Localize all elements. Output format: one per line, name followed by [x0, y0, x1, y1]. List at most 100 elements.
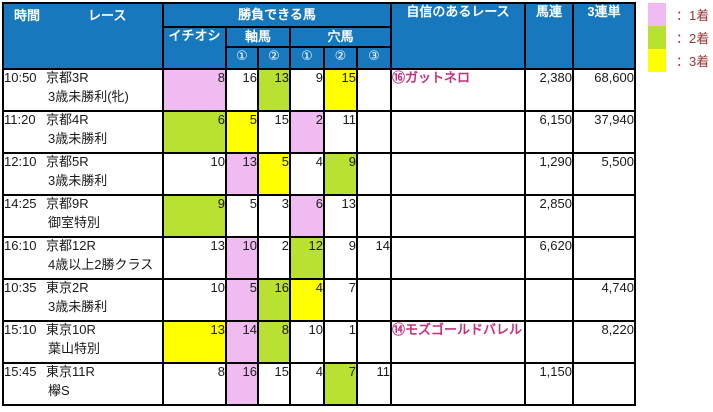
race-name: 東京2R	[46, 280, 89, 295]
legend-label: ：3着	[676, 54, 710, 69]
col-header-time-race: 時間 レース	[2, 2, 164, 70]
col-header-sanrentan: 3連単	[572, 2, 636, 70]
umaren-payout-cell: 6,150	[524, 110, 574, 154]
legend-label: ：1着	[676, 8, 710, 23]
race-time-name: 14:25 京都9R	[4, 196, 161, 213]
ana-cell-3: 14	[356, 236, 392, 280]
race-time: 12:10	[4, 154, 37, 169]
jiku-cell-2: 5	[257, 152, 291, 196]
confidence-race-cell	[390, 236, 526, 280]
jiku-cell-1: 13	[225, 152, 259, 196]
race-table-body: 10:50 京都3R 3歳未勝利(牝) 8 16 13 9 15 ⑯ガットネロ 2,380 68,6…	[2, 68, 636, 406]
race-time: 10:50	[4, 70, 37, 85]
jiku-cell-1: 5	[225, 278, 259, 322]
race-name: 東京10R	[46, 322, 96, 337]
ana-cell-2: 1	[323, 320, 358, 364]
table-header: 時間 レース 勝負できる馬 自信のあるレース 馬連 3連単 イチオシ 軸馬 穴馬…	[2, 2, 636, 70]
jiku-cell-1: 5	[225, 194, 259, 238]
time-header-label: 時間	[14, 8, 41, 23]
ana-cell-2: 13	[323, 194, 358, 238]
time-race-cell: 14:25 京都9R 御室特別	[2, 194, 164, 238]
ana-cell-3	[356, 320, 392, 364]
sanrentan-payout-cell: 37,940	[572, 110, 636, 154]
ana-cell-1: 9	[289, 68, 325, 112]
race-condition: 3歳未勝利(牝)	[48, 88, 129, 104]
jiku-cell-1: 16	[225, 68, 259, 112]
umaren-payout-cell: 2,380	[524, 68, 574, 112]
race-time: 15:45	[4, 364, 37, 379]
race-time: 16:10	[4, 238, 37, 253]
race-time-name: 12:10 京都5R	[4, 154, 161, 171]
confidence-race-cell	[390, 152, 526, 196]
ana-cell-1: 4	[289, 152, 325, 196]
sanrentan-payout-cell	[572, 362, 636, 406]
jiku-cell-1: 14	[225, 320, 259, 364]
ana-cell-3	[356, 194, 392, 238]
legend-label: ：2着	[676, 31, 710, 46]
confidence-race-cell: ⑯ガットネロ	[390, 68, 526, 112]
race-time-name: 11:20 京都4R	[4, 112, 161, 129]
race-name: 京都4R	[46, 112, 89, 127]
col-header-umaren: 馬連	[524, 2, 574, 70]
race-time-name: 10:35 東京2R	[4, 280, 161, 297]
umaren-payout-cell	[524, 320, 574, 364]
jiku-cell-2: 15	[257, 110, 291, 154]
jiku-cell-1: 5	[225, 110, 259, 154]
race-name: 東京11R	[46, 364, 95, 379]
race-time: 11:20	[4, 112, 36, 127]
col-header-jiku-2: ②	[257, 46, 291, 70]
race-condition: 欅S	[48, 382, 70, 398]
race-time: 14:25	[4, 196, 37, 211]
ichioshi-cell: 10	[162, 278, 227, 322]
race-name: 京都3R	[46, 70, 89, 85]
ichioshi-cell: 10	[162, 152, 227, 196]
col-header-ana-3: ③	[356, 46, 392, 70]
race-condition: 御室特別	[48, 214, 101, 230]
jiku-cell-1: 10	[225, 236, 259, 280]
legend-item: ：3着	[648, 49, 709, 72]
race-time-name: 16:10 京都12R	[4, 238, 161, 255]
legend-item: ：1着	[648, 3, 709, 26]
col-header-ana-2: ②	[323, 46, 358, 70]
race-condition: 3歳未勝利	[48, 130, 108, 146]
legend-swatch-second	[648, 26, 666, 49]
confidence-race-cell	[390, 110, 526, 154]
race-time: 10:35	[4, 280, 37, 295]
race-condition: 葉山特別	[48, 340, 101, 356]
table-row: 11:20 京都4R 3歳未勝利 6 5 15 2 11 6,150 37,940	[2, 110, 636, 154]
ana-cell-1: 10	[289, 320, 325, 364]
ana-cell-1: 4	[289, 278, 325, 322]
col-header-ana: 穴馬	[289, 26, 392, 48]
col-header-confidence-race: 自信のあるレース	[390, 2, 526, 70]
ana-cell-2: 9	[323, 152, 358, 196]
jiku-cell-2: 3	[257, 194, 291, 238]
table-row: 15:45 東京11R 欅S 8 16 15 4 7 11 1,150	[2, 362, 636, 406]
race-time-name: 15:10 東京10R	[4, 322, 161, 339]
race-time-name: 10:50 京都3R	[4, 70, 161, 87]
ana-cell-3	[356, 110, 392, 154]
jiku-cell-2: 16	[257, 278, 291, 322]
ana-cell-1: 6	[289, 194, 325, 238]
time-race-cell: 10:50 京都3R 3歳未勝利(牝)	[2, 68, 164, 112]
time-race-cell: 16:10 京都12R 4歳以上2勝クラス	[2, 236, 164, 280]
table-row: 16:10 京都12R 4歳以上2勝クラス 13 10 2 12 9 14 6,620	[2, 236, 636, 280]
race-table: 時間 レース 勝負できる馬 自信のあるレース 馬連 3連単 イチオシ 軸馬 穴馬…	[2, 2, 636, 406]
col-header-jiku: 軸馬	[225, 26, 291, 48]
race-time: 15:10	[4, 322, 37, 337]
time-race-cell: 12:10 京都5R 3歳未勝利	[2, 152, 164, 196]
confidence-race-cell	[390, 194, 526, 238]
legend-swatch-first	[648, 3, 666, 26]
time-race-cell: 11:20 京都4R 3歳未勝利	[2, 110, 164, 154]
ana-cell-3: 11	[356, 362, 392, 406]
race-name: 京都5R	[46, 154, 89, 169]
race-header-label: レース	[88, 8, 127, 23]
time-race-cell: 15:45 東京11R 欅S	[2, 362, 164, 406]
jiku-cell-1: 16	[225, 362, 259, 406]
umaren-payout-cell	[524, 278, 574, 322]
table-row: 12:10 京都5R 3歳未勝利 10 13 5 4 9 1,290 5,500	[2, 152, 636, 196]
ichioshi-cell: 13	[162, 236, 227, 280]
ana-cell-1: 4	[289, 362, 325, 406]
race-name: 京都9R	[46, 196, 89, 211]
ana-cell-1: 12	[289, 236, 325, 280]
